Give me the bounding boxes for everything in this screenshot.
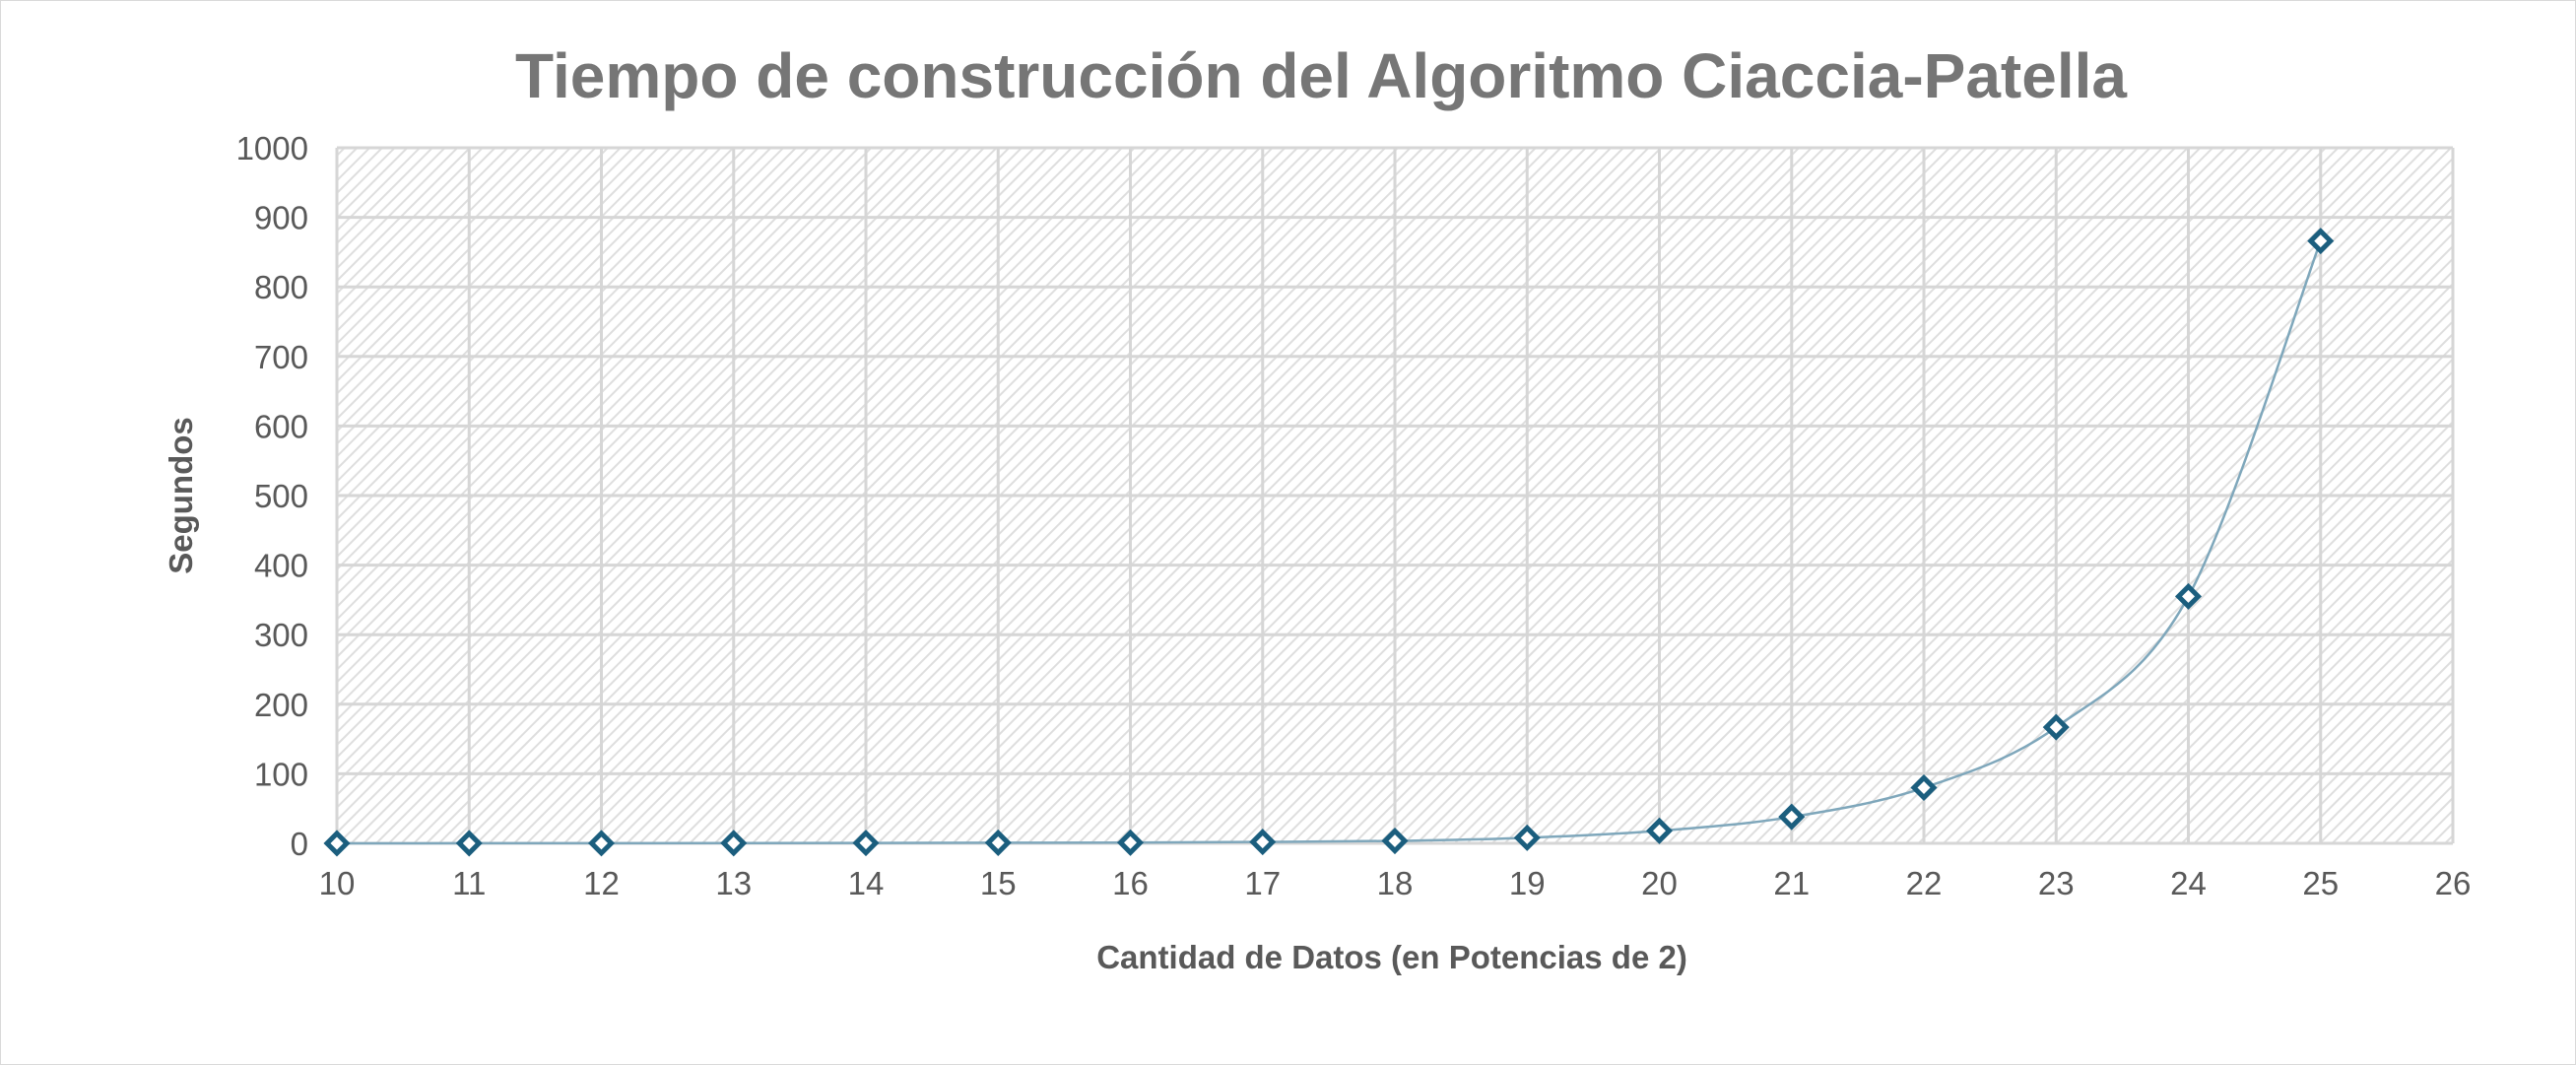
y-tick-label: 300 [254,617,308,653]
data-point-marker [720,830,748,857]
data-point-marker [2307,228,2335,255]
y-tick-label: 900 [254,200,308,236]
y-tick-label: 400 [254,548,308,584]
data-point-marker [455,830,483,857]
data-point-marker [1645,817,1674,844]
y-tick-label: 0 [291,826,308,862]
x-tick-label: 18 [1377,865,1414,901]
x-tick-label: 25 [2302,865,2339,901]
data-point-marker [1116,829,1145,856]
x-tick-label: 13 [715,865,752,901]
x-tick-label: 21 [1773,865,1810,901]
y-tick-label: 600 [254,408,308,444]
x-tick-label: 17 [1244,865,1281,901]
y-tick-label: 200 [254,687,308,723]
x-tick-label: 22 [1906,865,1943,901]
y-tick-label: 100 [254,756,308,792]
x-tick-label: 20 [1641,865,1678,901]
x-tick-label: 19 [1509,865,1546,901]
x-tick-label: 16 [1112,865,1149,901]
series-layer [323,228,2335,857]
x-tick-label: 10 [319,865,356,901]
data-point-marker [1249,829,1277,856]
x-tick-label: 24 [2170,865,2207,901]
data-point-marker [1910,773,1938,802]
x-tick-label: 11 [452,865,486,901]
x-tick-label: 15 [980,865,1017,901]
data-point-marker [1778,803,1806,831]
grid-layer [335,146,2455,845]
y-tick-label: 1000 [236,130,308,166]
data-point-marker [984,829,1012,856]
y-tick-label: 700 [254,339,308,375]
x-axis-title: Cantidad de Datos (en Potencias de 2) [1096,939,1687,975]
y-tick-label: 500 [254,478,308,514]
x-tick-label: 26 [2435,865,2472,901]
x-tick-label: 14 [848,865,885,901]
data-point-marker [2042,713,2070,741]
tick-layer: 0 100 200 300 400 500 600 700 800 900 1000 10 11 12 13… [236,130,2472,901]
data-point-marker [1381,827,1409,855]
y-axis-title: Segundos [163,417,199,574]
y-tick-label: 800 [254,269,308,305]
data-point-marker [1513,824,1541,851]
chart-title: Tiempo de construcción del Algoritmo Cia… [515,40,2127,111]
x-tick-label: 12 [583,865,620,901]
data-point-marker [587,830,616,857]
data-point-marker [852,830,880,857]
data-point-marker [2174,582,2203,610]
data-point-marker [323,830,351,857]
x-tick-label: 23 [2038,865,2075,901]
